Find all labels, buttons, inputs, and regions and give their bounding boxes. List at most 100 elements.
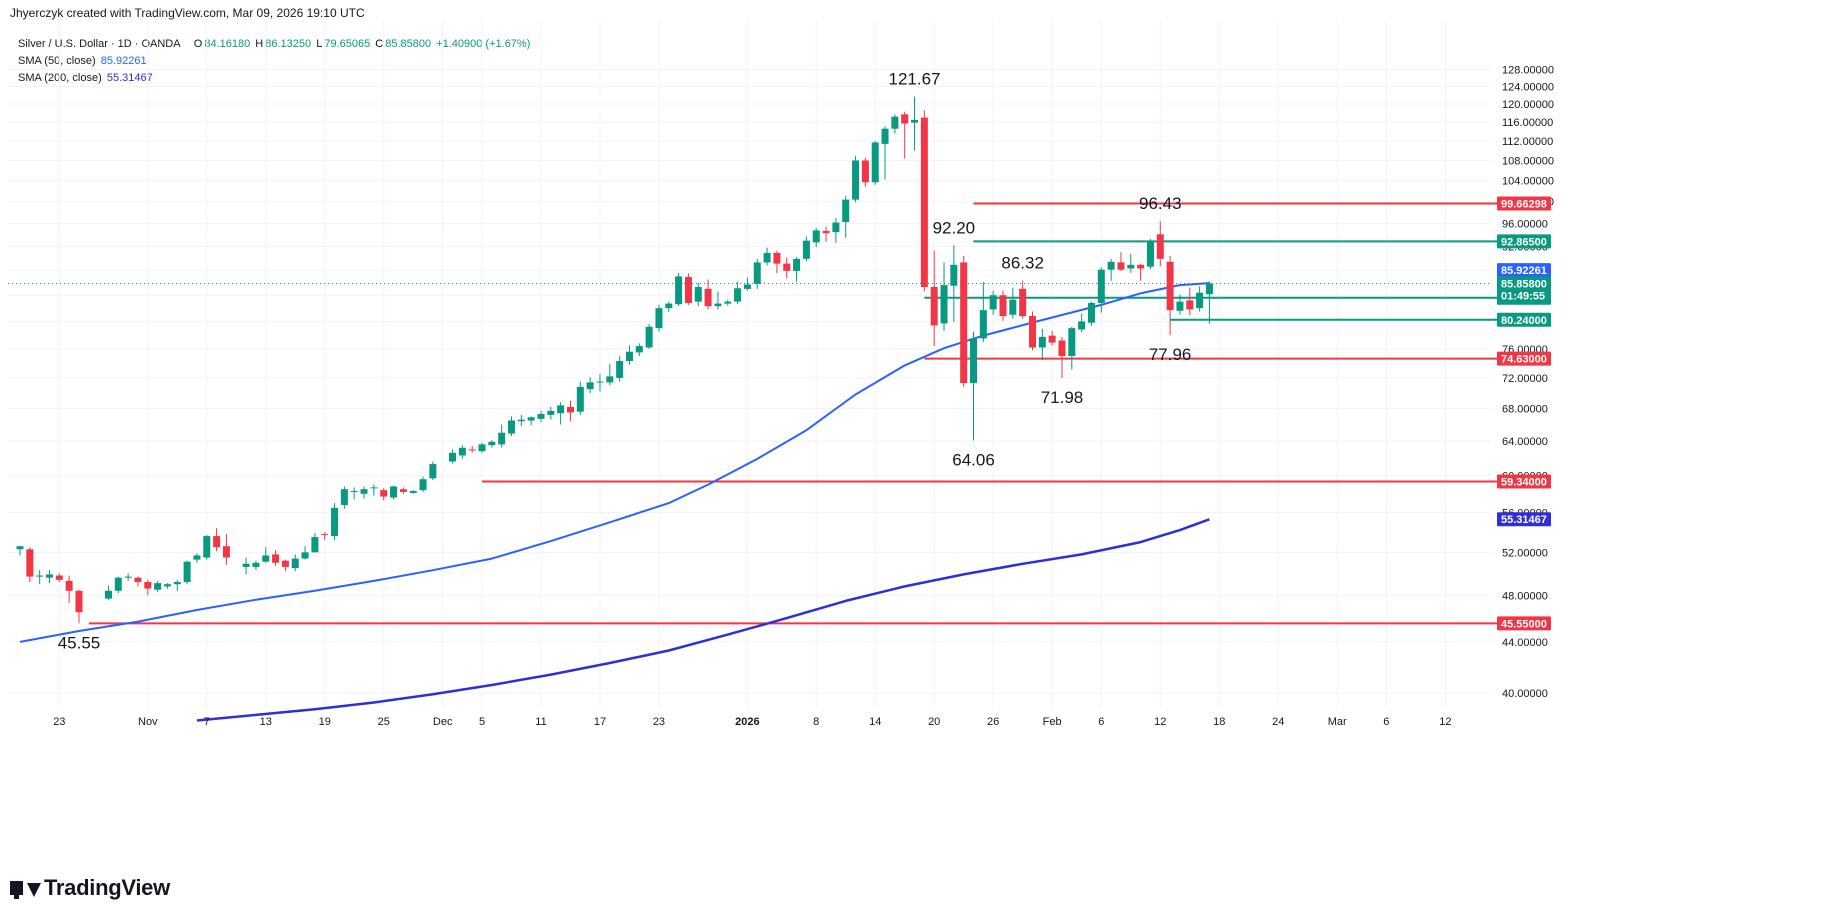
- candle-body: [970, 338, 978, 384]
- candle: [871, 140, 879, 185]
- candle: [1097, 267, 1105, 313]
- sma50-value: 85.92261: [100, 55, 147, 67]
- candle-body: [940, 285, 948, 324]
- candle: [449, 449, 457, 464]
- candle: [576, 381, 584, 415]
- candle: [311, 533, 319, 553]
- candle-body: [281, 560, 289, 567]
- x-tick-label: 11: [535, 716, 546, 728]
- candle: [429, 461, 437, 481]
- candle-body: [1009, 299, 1017, 315]
- candle: [1117, 252, 1125, 271]
- candle-body: [213, 536, 221, 548]
- candle-body: [960, 262, 968, 384]
- candle-body: [1038, 337, 1046, 348]
- ohlc-change: +1.40900 (+1.67%): [436, 38, 531, 50]
- candle-body: [616, 361, 624, 378]
- candle-body: [655, 308, 663, 329]
- y-tick-label: 72.00000: [1502, 373, 1548, 385]
- axis-price-tag: [1497, 276, 1551, 291]
- candle: [222, 534, 230, 565]
- candle: [635, 343, 643, 356]
- candle: [1156, 221, 1164, 267]
- symbol-name[interactable]: Silver / U.S. Dollar · 1D · OANDA: [18, 38, 181, 50]
- candle-body: [203, 536, 211, 558]
- candle-body: [1058, 340, 1066, 356]
- candle: [979, 281, 987, 342]
- y-tick-label: 96.00000: [1502, 219, 1548, 231]
- candle: [557, 402, 565, 425]
- level-price-tag: [1497, 234, 1551, 249]
- candle-body: [65, 580, 73, 591]
- time-axis: 23 Nov 7 13 19 25 Dec 5 11 17 23 2026 8 14 20 26 Feb 6 12 1…: [53, 716, 1451, 728]
- price-annotation: 64.06: [952, 451, 995, 470]
- candle: [114, 576, 122, 594]
- candle: [242, 557, 250, 575]
- candle: [960, 255, 968, 387]
- candle-body: [458, 447, 466, 456]
- axis-price-tag-label: 01:49:55: [1501, 290, 1545, 302]
- x-tick-label: 7: [204, 716, 210, 728]
- brand-name: TradingView: [44, 875, 170, 900]
- x-tick-label: 17: [594, 716, 606, 728]
- candle-body: [409, 491, 417, 493]
- candle: [458, 445, 466, 459]
- sma50-line: [19, 282, 1210, 643]
- sma-layer: [19, 282, 1210, 722]
- axis-price-tag: [1497, 288, 1551, 303]
- candle: [970, 331, 978, 441]
- candle-body: [242, 563, 250, 567]
- candle: [478, 442, 486, 453]
- candle: [1068, 326, 1076, 370]
- candle: [399, 487, 407, 494]
- y-tick-label: 112.00000: [1502, 136, 1553, 148]
- tradingview-logo[interactable]: TradingView: [10, 875, 170, 901]
- x-tick-label: Feb: [1043, 716, 1062, 728]
- candle: [891, 114, 899, 134]
- candle-body: [920, 117, 928, 287]
- grid-layer: [8, 20, 1490, 708]
- candle-body: [881, 128, 889, 144]
- candle-body: [989, 295, 997, 310]
- candle-body: [812, 230, 820, 243]
- level-price-label: 92.86500: [1501, 236, 1547, 248]
- candle: [566, 400, 574, 422]
- candle: [596, 374, 604, 392]
- level-price-label: 80.24000: [1501, 315, 1547, 327]
- candle: [252, 560, 260, 571]
- symbol-row[interactable]: Silver / U.S. Dollar · 1D · OANDA O 84.16…: [18, 36, 532, 53]
- y-tick-label: 40.00000: [1502, 688, 1548, 700]
- candle: [1146, 238, 1154, 270]
- level-price-label: 59.34000: [1501, 477, 1547, 489]
- sma50-label[interactable]: SMA (50, close): [18, 55, 96, 67]
- candle-body: [311, 537, 319, 553]
- candle-body: [557, 405, 565, 414]
- candle-body: [861, 160, 869, 183]
- ohlc-close-label: C: [375, 38, 384, 50]
- candle-body: [399, 489, 407, 492]
- x-tick-label: 14: [869, 716, 881, 728]
- candle-body: [45, 574, 53, 578]
- sma200-row[interactable]: SMA (200, close) 55.31467: [18, 70, 532, 87]
- candle-body: [183, 561, 191, 583]
- candle: [1048, 330, 1056, 346]
- price-annotation: 121.67: [889, 70, 941, 89]
- candle: [154, 580, 162, 592]
- chart-legend: Silver / U.S. Dollar · 1D · OANDA O 84.16…: [18, 36, 532, 87]
- candle-body: [675, 276, 683, 305]
- candle-body: [586, 382, 594, 390]
- candle: [753, 258, 761, 289]
- candles-layer: [16, 96, 1213, 624]
- candle: [26, 547, 34, 583]
- x-tick-label: 25: [378, 716, 390, 728]
- y-tick-label: 120.00000: [1502, 99, 1554, 111]
- sma50-row[interactable]: SMA (50, close) 85.92261: [18, 53, 532, 70]
- candle-body: [16, 546, 24, 550]
- candle-body: [979, 310, 987, 339]
- candle-body: [222, 546, 230, 558]
- candle: [616, 355, 624, 382]
- candle: [1087, 301, 1095, 327]
- candle: [1078, 313, 1086, 333]
- sma200-label[interactable]: SMA (200, close): [18, 72, 102, 84]
